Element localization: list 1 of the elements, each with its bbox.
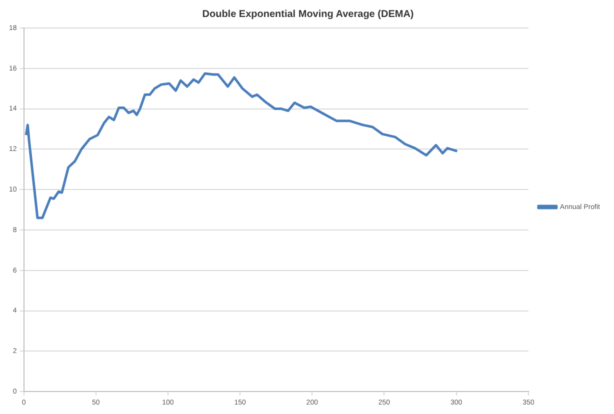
chart-title: Double Exponential Moving Average (DEMA) [202, 8, 414, 20]
